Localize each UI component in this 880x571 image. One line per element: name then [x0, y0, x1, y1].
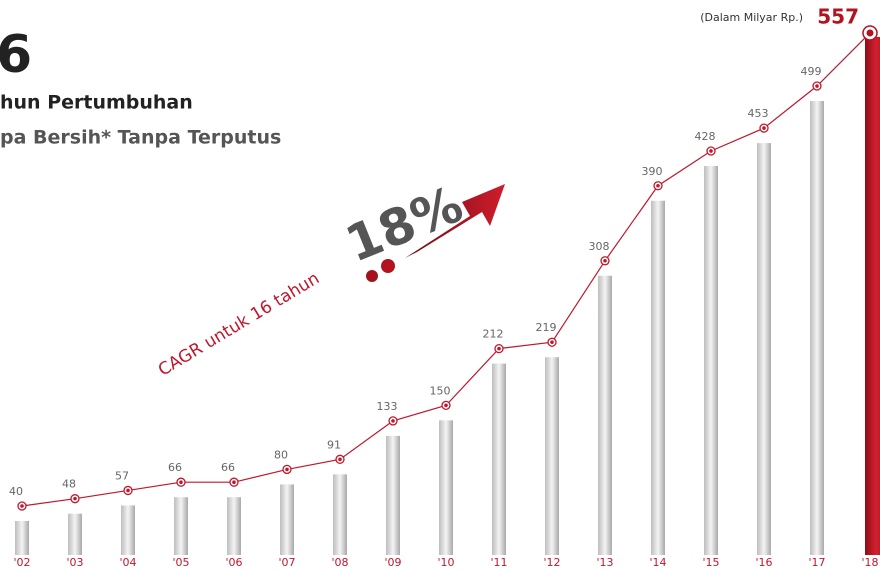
x-tick-label: '05 — [172, 556, 189, 569]
x-tick-label: '11 — [490, 556, 507, 569]
value-label: 557 — [817, 4, 859, 28]
bar — [121, 505, 135, 555]
subtitle: pa Bersih* Tanpa Terputus — [0, 127, 281, 149]
bar — [545, 357, 559, 555]
value-label: 308 — [589, 240, 610, 253]
value-label: 212 — [483, 328, 504, 341]
bar — [68, 513, 82, 555]
x-tick-label: '14 — [649, 556, 666, 569]
x-tick-label: '04 — [119, 556, 136, 569]
marker-dot — [709, 149, 713, 153]
value-label: 48 — [62, 478, 76, 491]
marker-dot — [20, 504, 24, 508]
x-tick-label: '06 — [225, 556, 242, 569]
marker-dot — [762, 126, 766, 130]
bar — [704, 165, 718, 556]
value-label: 133 — [377, 400, 398, 413]
x-tick-label: '08 — [331, 556, 348, 569]
value-label: 219 — [536, 321, 557, 334]
bar — [227, 497, 241, 555]
marker-dot — [815, 84, 819, 88]
marker-dot — [550, 340, 554, 345]
x-tick-label: '15 — [702, 556, 719, 569]
value-label: 66 — [221, 461, 235, 474]
unit-note: (Dalam Milyar Rp.) — [700, 11, 803, 24]
annotation-value: 18% — [338, 175, 471, 274]
marker-dot — [497, 346, 501, 351]
subtitle: hun Pertumbuhan — [0, 92, 193, 114]
marker-dot — [338, 457, 342, 462]
value-label: 57 — [115, 469, 129, 482]
marker-dot — [391, 419, 395, 423]
x-tick-label: '03 — [66, 556, 83, 569]
bar — [15, 521, 29, 555]
value-label: 40 — [9, 485, 23, 498]
bar — [386, 435, 400, 555]
x-tick-label: '07 — [278, 556, 295, 569]
x-tick-label: '12 — [543, 556, 560, 569]
bar — [651, 200, 665, 555]
marker-dot — [603, 258, 607, 263]
marker — [866, 29, 874, 37]
x-tick-label: '10 — [437, 556, 454, 569]
bar — [280, 484, 294, 555]
marker-dot — [179, 480, 183, 485]
plot: '02 '03 '04 '05 '06 '07 '08 '09 '10 '11 '12 '13 '14 '… — [9, 4, 880, 569]
marker-dot — [285, 467, 289, 472]
marker-dot — [73, 496, 77, 501]
title: 6 — [0, 25, 32, 85]
cagr-arrow — [366, 184, 505, 282]
value-label: 80 — [274, 448, 288, 461]
bar — [865, 36, 880, 555]
bar — [174, 497, 188, 555]
marker-dot — [126, 488, 130, 493]
x-tick-label: '17 — [808, 556, 825, 569]
bar — [492, 363, 506, 555]
value-label: 91 — [327, 438, 341, 451]
value-label: 390 — [642, 165, 663, 178]
marker-dot — [444, 403, 448, 408]
x-tick-label: '18 — [861, 556, 878, 569]
x-tick-label: '09 — [384, 556, 401, 569]
x-tick-label: '16 — [755, 556, 772, 569]
bar — [333, 474, 347, 555]
value-label: 453 — [748, 107, 769, 120]
bar — [757, 143, 771, 556]
bar — [810, 101, 824, 555]
marker-dot — [232, 480, 236, 485]
x-tick-label: '02 — [13, 556, 30, 569]
value-label: 428 — [695, 130, 716, 143]
value-label: 66 — [168, 461, 182, 474]
value-label: 150 — [430, 384, 451, 397]
bar — [598, 275, 612, 555]
bar — [439, 420, 453, 555]
x-tick-label: '13 — [596, 556, 613, 569]
value-label: 499 — [801, 65, 822, 78]
marker-dot — [656, 183, 660, 188]
annotation: CAGR untuk 16 tahun — [155, 269, 323, 381]
